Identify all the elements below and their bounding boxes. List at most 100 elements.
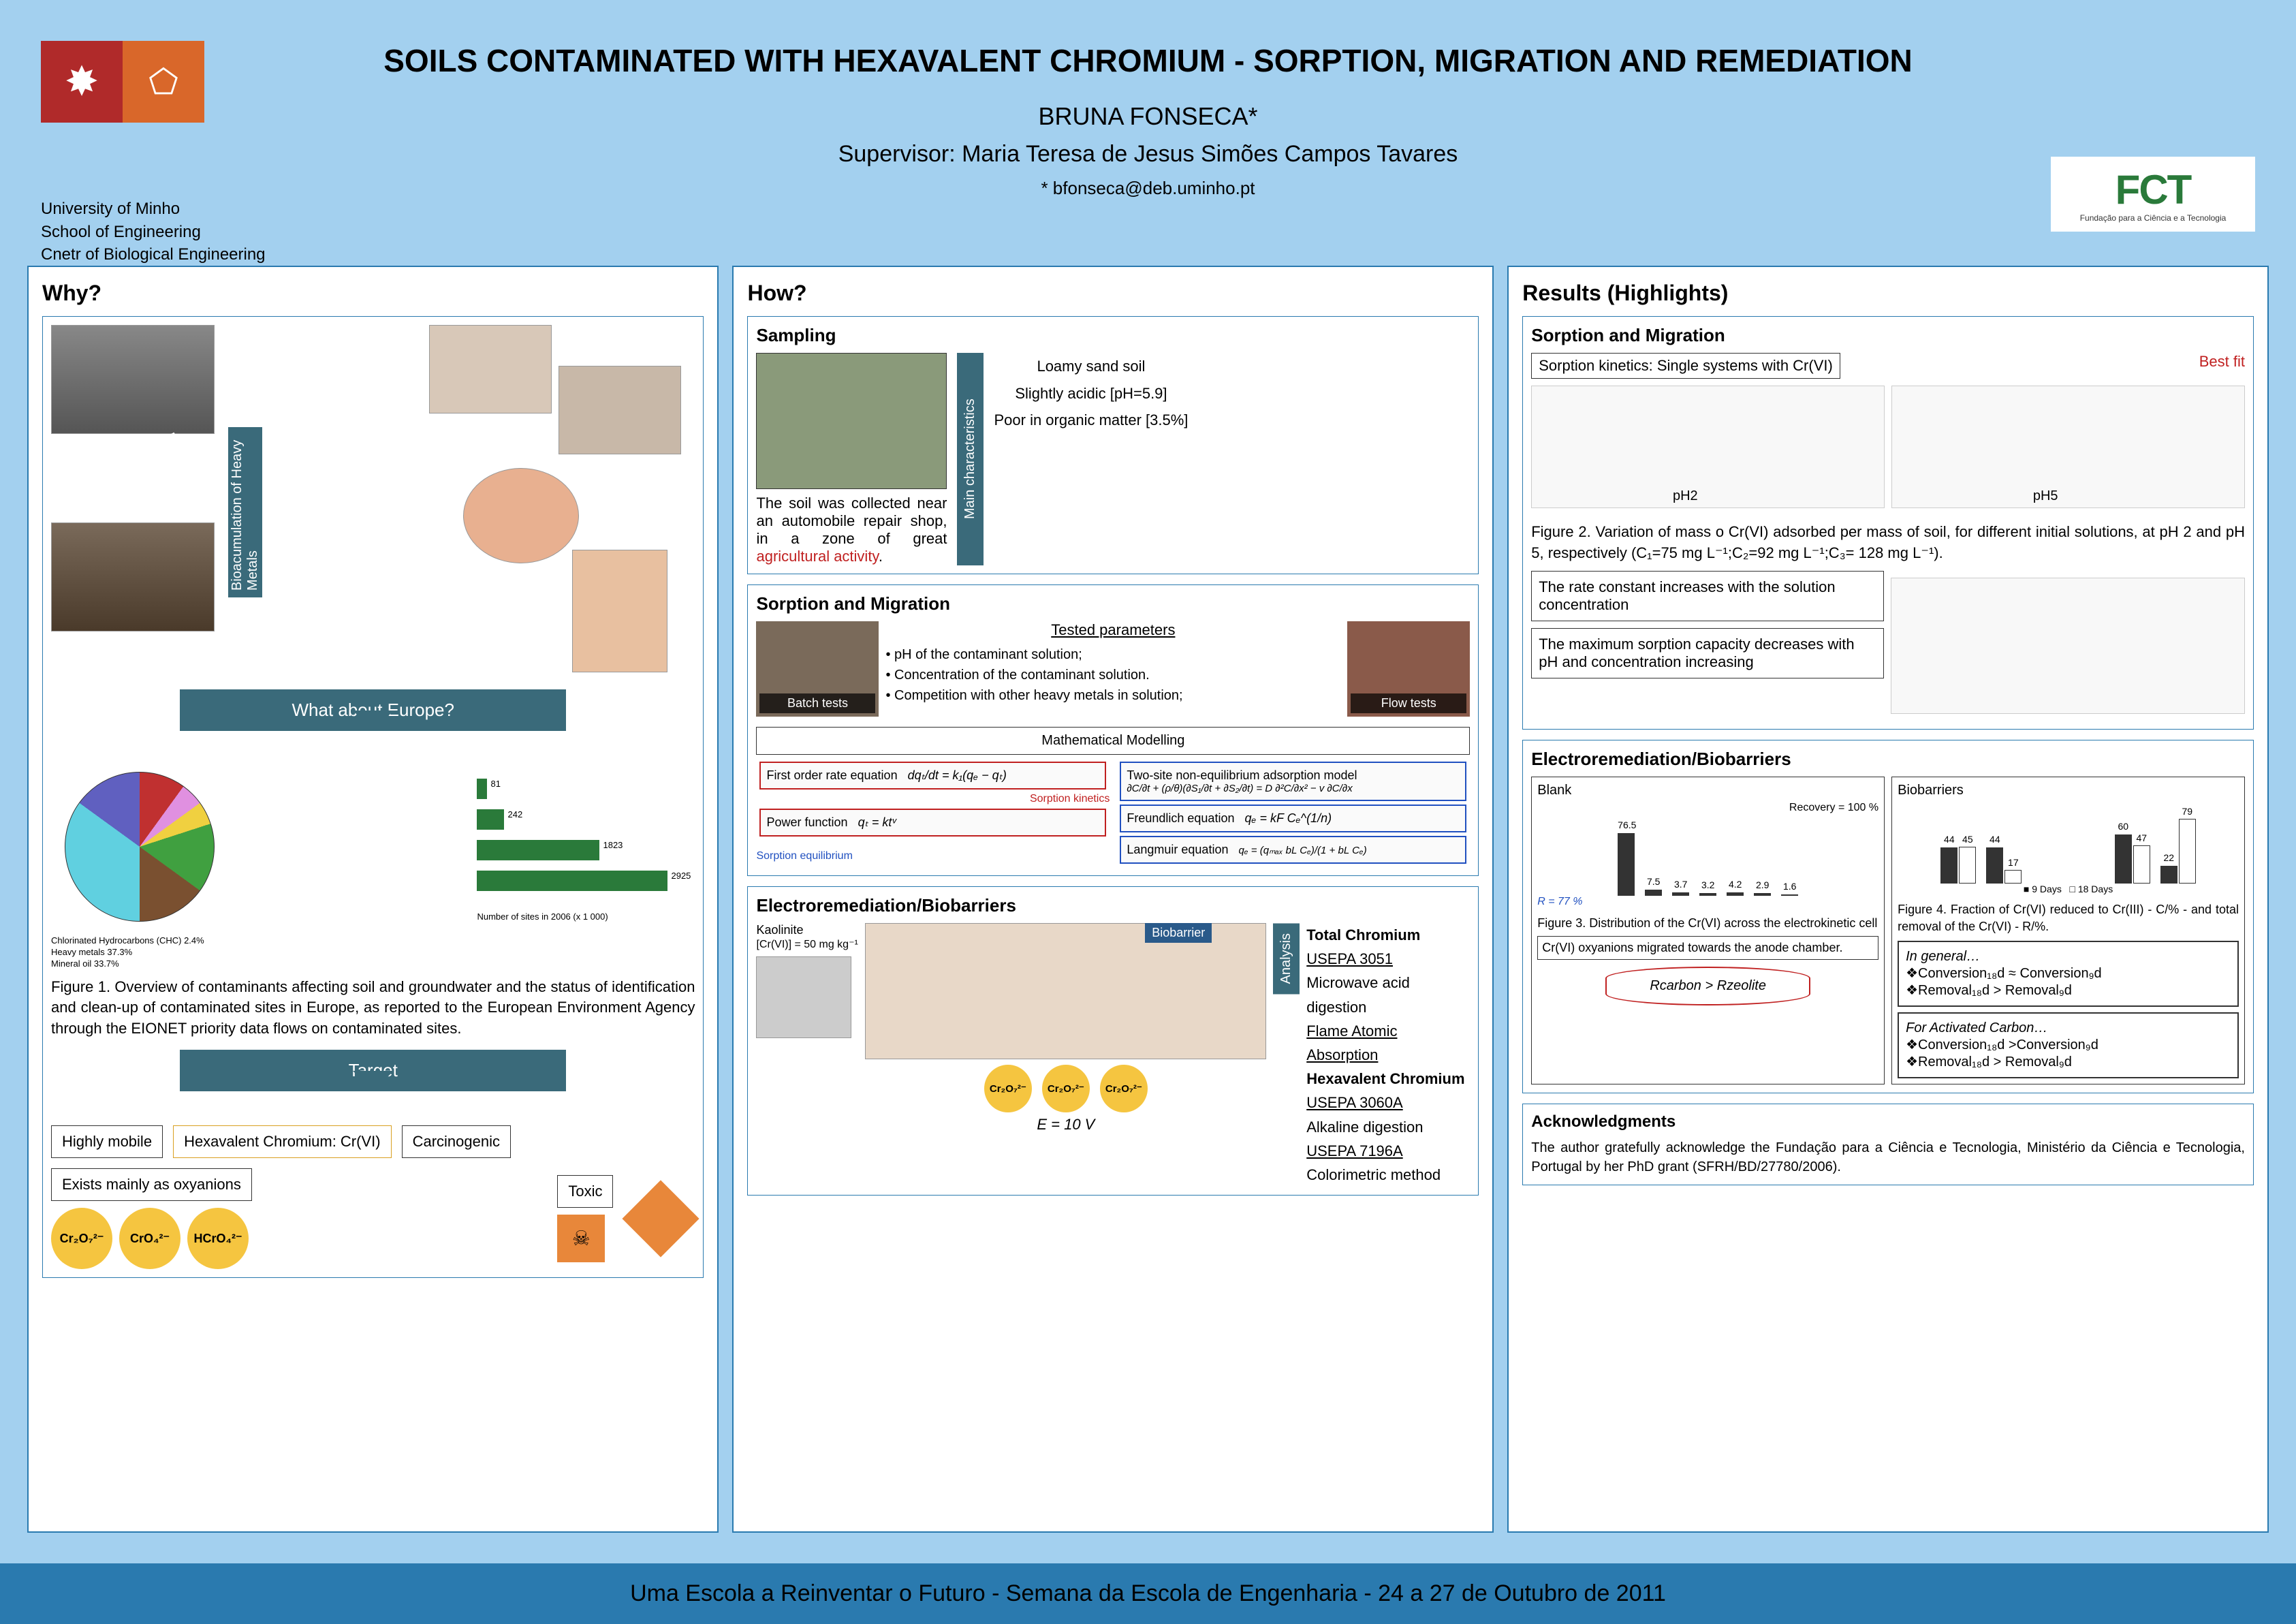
batch-image: Batch tests bbox=[756, 621, 879, 717]
characteristics-label: Main characteristics bbox=[957, 353, 984, 565]
oxyanion-row: Exists mainly as oxyanions Cr₂O₇²⁻ CrO₄²… bbox=[51, 1168, 695, 1269]
figure-3-caption: Figure 3. Distribution of the Cr(VI) acr… bbox=[1537, 915, 1878, 932]
kaolinite-label: Kaolinite bbox=[756, 923, 858, 937]
bar-1 bbox=[477, 779, 487, 799]
analysis-label: Analysis bbox=[1273, 923, 1300, 994]
models-row: First order rate equation dqₜ/dt = k₁(qₑ… bbox=[756, 758, 1470, 867]
ac-obs: For Activated Carbon… ❖Conversion₁₈d >Co… bbox=[1898, 1012, 2239, 1078]
results-sorption-box: Sorption and Migration Sorption kinetics… bbox=[1522, 316, 2254, 730]
table-placeholder bbox=[1891, 578, 2245, 714]
oxy-1: Cr₂O₇²⁻ bbox=[51, 1208, 112, 1269]
obs-2: The maximum sorption capacity decreases … bbox=[1531, 628, 1884, 678]
sampling-title: Sampling bbox=[756, 325, 1470, 346]
results-electro-title: Electroremediation/Biobarriers bbox=[1531, 749, 2245, 770]
ph-charts: pH2 pH5 bbox=[1531, 379, 2245, 515]
affil-line-3: Cnetr of Biological Engineering bbox=[41, 243, 266, 266]
column-results: Results (Highlights) Sorption and Migrat… bbox=[1507, 266, 2269, 1533]
two-site-block: Two-site non-equilibrium adsorption mode… bbox=[1120, 762, 1466, 801]
characteristics-list: Loamy sand soil Slightly acidic [pH=5.9]… bbox=[994, 353, 1188, 565]
figure-1-caption: Figure 1. Overview of contaminants affec… bbox=[51, 977, 695, 1040]
toxic-box: Toxic bbox=[557, 1175, 613, 1208]
ack-text: The author gratefully acknowledge the Fu… bbox=[1531, 1138, 2245, 1176]
sorption-box: Sorption and Migration Batch tests Teste… bbox=[747, 584, 1479, 876]
electro-content: Kaolinite [Cr(VI)] = 50 mg kg⁻¹ Biobarri… bbox=[756, 923, 1470, 1187]
oxy-3: HCrO₄²⁻ bbox=[187, 1208, 249, 1269]
supervisor: Supervisor: Maria Teresa de Jesus Simões… bbox=[41, 141, 2255, 168]
obs-row: The rate constant increases with the sol… bbox=[1531, 571, 2245, 721]
voltage-label: E = 10 V bbox=[865, 1116, 1266, 1134]
uminho-logo: ✸ ⬠ bbox=[41, 41, 204, 123]
target-row-1: Highly mobile Hexavalent Chromium: Cr(VI… bbox=[51, 1125, 695, 1158]
kaolinite-conc: [Cr(VI)] = 50 mg kg⁻¹ bbox=[756, 937, 858, 951]
ack-title: Acknowledgments bbox=[1531, 1112, 2245, 1131]
hazard-icon bbox=[623, 1180, 699, 1257]
highly-mobile-box: Highly mobile bbox=[51, 1125, 163, 1158]
sorption-title: Sorption and Migration bbox=[756, 593, 1470, 614]
fct-subtitle: Fundação para a Ciência e a Tecnologia bbox=[2080, 213, 2227, 223]
blank-bars: 76.5 7.5 3.7 3.2 4.2 2.9 1.6 bbox=[1537, 814, 1878, 896]
author: BRUNA FONSECA* bbox=[41, 102, 2255, 131]
cro-3: Cr₂O₇²⁻ bbox=[1100, 1065, 1148, 1112]
why-title: Why? bbox=[42, 281, 704, 306]
pie-chart: Chlorinated Hydrocarbons (CHC) 2.4% Heav… bbox=[51, 758, 456, 970]
human-body-image bbox=[572, 550, 667, 672]
affiliation: University of Minho School of Engineerin… bbox=[41, 198, 266, 266]
bar-chart: 81 242 1823 2925 Number of sites in 2006… bbox=[477, 772, 681, 922]
ph5-chart: pH5 bbox=[1891, 386, 2245, 508]
vegetables-image bbox=[463, 468, 579, 563]
bioaccumulation-label: Bioacumulation of Heavy Metals bbox=[228, 427, 262, 597]
crvi-box: Hexavalent Chromium: Cr(VI) bbox=[173, 1125, 392, 1158]
freundlich-block: Freundlich equation qₑ = kF Cₑ^(1/n) bbox=[1120, 805, 1466, 832]
biobarrier-label: Biobarrier bbox=[1145, 923, 1212, 943]
column-how: How? Sampling The soil was collected nea… bbox=[732, 266, 1494, 1533]
r77-label: R = 77 % bbox=[1537, 896, 1878, 908]
biobarriers-chart: Biobarriers 4445 4417 6047 2279 bbox=[1891, 777, 2245, 1084]
europe-banner: What about Europe? bbox=[180, 689, 566, 731]
results-title: Results (Highlights) bbox=[1522, 281, 2254, 306]
fct-logo: FCT Fundação para a Ciência e a Tecnolog… bbox=[2051, 157, 2255, 232]
bar-4 bbox=[477, 871, 667, 891]
fig3-obs: Cr(VI) oxyanions migrated towards the an… bbox=[1537, 936, 1878, 960]
blank-chart: Blank Recovery = 100 % 76.5 7.5 3.7 3.2 … bbox=[1531, 777, 1885, 1084]
how-title: How? bbox=[747, 281, 1479, 306]
electro-charts: Blank Recovery = 100 % 76.5 7.5 3.7 3.2 … bbox=[1531, 777, 2245, 1084]
bar-3 bbox=[477, 840, 599, 860]
math-modelling-label: Mathematical Modelling bbox=[756, 727, 1470, 755]
analysis-list: Total Chromium USEPA 3051 Microwave acid… bbox=[1306, 923, 1470, 1187]
kaolinite-image bbox=[756, 956, 851, 1038]
title-block: SOILS CONTAMINATED WITH HEXAVALENT CHROM… bbox=[41, 20, 2255, 199]
langmuir-block: Langmuir equation qₑ = (qₘₐₓ bL Cₑ)/(1 +… bbox=[1120, 836, 1466, 864]
ph2-chart: pH2 bbox=[1531, 386, 1885, 508]
main-columns: Why? Bioacumulation of Heavy Metals CAUS… bbox=[0, 259, 2296, 1540]
skull-icon: ☠ bbox=[557, 1215, 605, 1262]
general-obs: In general… ❖Conversion₁₈d ≈ Conversion₉… bbox=[1898, 941, 2239, 1007]
footer: Uma Escola a Reinventar o Futuro - Seman… bbox=[0, 1563, 2296, 1624]
why-images: Bioacumulation of Heavy Metals CAUSES bbox=[51, 325, 695, 679]
affil-line-2: School of Engineering bbox=[41, 221, 266, 244]
power-function-block: Power function qₜ = ktᵛ bbox=[759, 809, 1106, 837]
bar-2 bbox=[477, 809, 504, 830]
star-icon: ✸ bbox=[41, 41, 123, 123]
sampling-content: The soil was collected near an automobil… bbox=[756, 353, 1470, 565]
results-electro-box: Electroremediation/Biobarriers Blank Rec… bbox=[1522, 740, 2254, 1093]
email: * bfonseca@deb.uminho.pt bbox=[41, 178, 2255, 199]
obs-1: The rate constant increases with the sol… bbox=[1531, 571, 1884, 621]
cows-image bbox=[559, 366, 681, 454]
sorption-row: Batch tests Tested parameters • pH of th… bbox=[756, 621, 1470, 717]
pie-graphic bbox=[65, 772, 215, 922]
figure-4-caption: Figure 4. Fraction of Cr(VI) reduced to … bbox=[1898, 901, 2239, 935]
oxy-2: CrO₄²⁻ bbox=[119, 1208, 180, 1269]
sampling-text: The soil was collected near an automobil… bbox=[756, 495, 947, 565]
poster-title: SOILS CONTAMINATED WITH HEXAVALENT CHROM… bbox=[41, 41, 2255, 82]
pentagon-icon: ⬠ bbox=[123, 41, 204, 123]
electro-box: Electroremediation/Biobarriers Kaolinite… bbox=[747, 886, 1479, 1196]
causes-label: CAUSES bbox=[90, 433, 192, 512]
fct-text: FCT bbox=[2116, 166, 2191, 213]
pie-legend: Chlorinated Hydrocarbons (CHC) 2.4% Heav… bbox=[51, 935, 456, 970]
sampling-box: Sampling The soil was collected near an … bbox=[747, 316, 1479, 574]
acknowledgments-box: Acknowledgments The author gratefully ac… bbox=[1522, 1104, 2254, 1185]
cro-1: Cr₂O₇²⁻ bbox=[984, 1065, 1032, 1112]
sampling-image bbox=[756, 353, 947, 489]
flow-image: Flow tests bbox=[1347, 621, 1470, 717]
landfill-image bbox=[51, 522, 215, 631]
